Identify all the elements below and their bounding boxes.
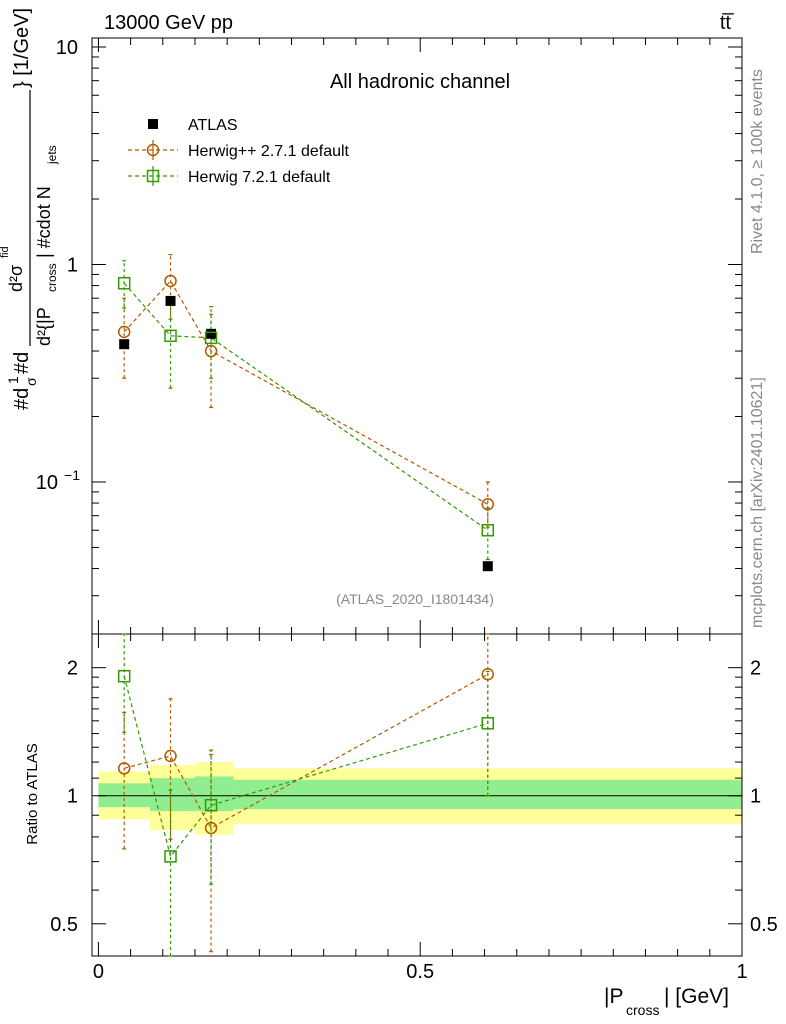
legend-marker <box>148 119 158 129</box>
series-line-2 <box>123 282 489 531</box>
energy-label: 13000 GeV pp <box>104 12 233 34</box>
ylabel-prefix-tail: #d <box>11 352 33 374</box>
series-2-point <box>204 331 218 345</box>
ratio-y-tick-label: 0.5 <box>50 914 78 936</box>
ratio-series-0-point <box>164 749 177 763</box>
series-2-point <box>164 329 177 343</box>
ratio-y-tick-label: 1 <box>67 786 78 808</box>
legend-label: ATLAS <box>188 117 238 134</box>
ylabel-frac-den-mid: | #cdot N <box>34 186 54 258</box>
ylabel-frac-den: d²{|P <box>34 307 54 346</box>
watermark-left: mcplots.cern.ch [arXiv:2401.10621] <box>749 377 766 628</box>
y-tick-label: 10 <box>56 37 78 59</box>
legend-marker <box>146 169 160 183</box>
watermark-top: Rivet 4.1.0, ≥ 100k events <box>749 69 766 254</box>
ratio-band-inner <box>149 778 195 812</box>
ratio-series-1-point <box>164 850 177 863</box>
xlabel-main: |P <box>604 985 623 1008</box>
series-1-point <box>481 497 495 511</box>
ratio-series-1-point <box>481 717 495 730</box>
series-1-point <box>164 274 177 288</box>
main-title: All hadronic channel <box>330 71 510 93</box>
ratio-ylabel: Ratio to ATLAS <box>24 743 41 844</box>
ratio-panel: 0.5 0.5 1 1 2 2 0 0.5 1 <box>50 633 778 983</box>
legend-marker <box>146 143 160 157</box>
main-panel: 10 −1 1 10 <box>36 37 743 635</box>
ratio-y-tick-label-right: 2 <box>750 658 761 680</box>
ratio-series-line-1 <box>123 676 488 858</box>
y-tick-label: 10 <box>36 472 58 494</box>
ylabel-frac-num: d²σ <box>6 265 26 292</box>
ylabel-frac-num-sup: fid <box>0 246 11 258</box>
series-2-point <box>117 276 131 290</box>
ratio-band-inner <box>194 776 234 812</box>
ylabel-prefix: #d <box>11 388 33 410</box>
series-0-point <box>206 328 217 339</box>
ratio-y-tick-label-right: 0.5 <box>750 914 778 936</box>
ratio-series-1-point <box>204 798 218 812</box>
legend: ATLAS Herwig++ 2.7.1 default Herwig 7.2.1 … <box>128 117 350 186</box>
ylabel-frac-den-sub: cross <box>45 263 59 292</box>
ratio-series-line-0 <box>124 673 489 829</box>
ylabel-frac-den-sub2: jets <box>45 145 59 165</box>
series-0-point <box>165 295 176 306</box>
legend-label: Herwig++ 2.7.1 default <box>188 143 350 160</box>
ylabel-prefix-den: σ <box>23 377 39 386</box>
series-0-point <box>482 561 493 572</box>
x-tick-label: 0.5 <box>406 961 434 983</box>
ratio-series-0-point <box>117 762 131 775</box>
ratio-series-1-point <box>117 669 131 683</box>
y-tick-label: 1 <box>67 254 78 276</box>
x-tick-label: 0 <box>93 961 104 983</box>
ylabel-suffix: } [1/GeV] <box>11 8 33 88</box>
series-1-point <box>117 325 131 339</box>
analysis-id: (ATLAS_2020_I1801434) <box>336 591 494 607</box>
main-ylabel: #d 1 σ #d d²σ fid d²{|P cross | #cdot N … <box>0 8 59 410</box>
ratio-frame <box>91 633 743 957</box>
x-tick-label: 1 <box>736 961 747 983</box>
series-1-point <box>204 344 218 358</box>
ratio-y-tick-label-right: 1 <box>750 786 761 808</box>
xlabel-sub: cross <box>626 1002 659 1018</box>
series-line-1 <box>123 279 489 505</box>
ylabel-prefix-num: 1 <box>5 376 21 384</box>
ratio-band-inner <box>98 783 150 808</box>
x-axis-label: |P cross | [GeV] <box>604 985 729 1018</box>
process-label: tt̅ <box>720 12 734 34</box>
ratio-y-tick-label: 2 <box>67 658 78 680</box>
xlabel-tail: | [GeV] <box>664 985 729 1008</box>
series-0-point <box>119 339 130 350</box>
series-2-point <box>481 523 495 537</box>
y-tick-label-sup: −1 <box>64 467 80 483</box>
legend-label: Herwig 7.2.1 default <box>188 169 331 186</box>
